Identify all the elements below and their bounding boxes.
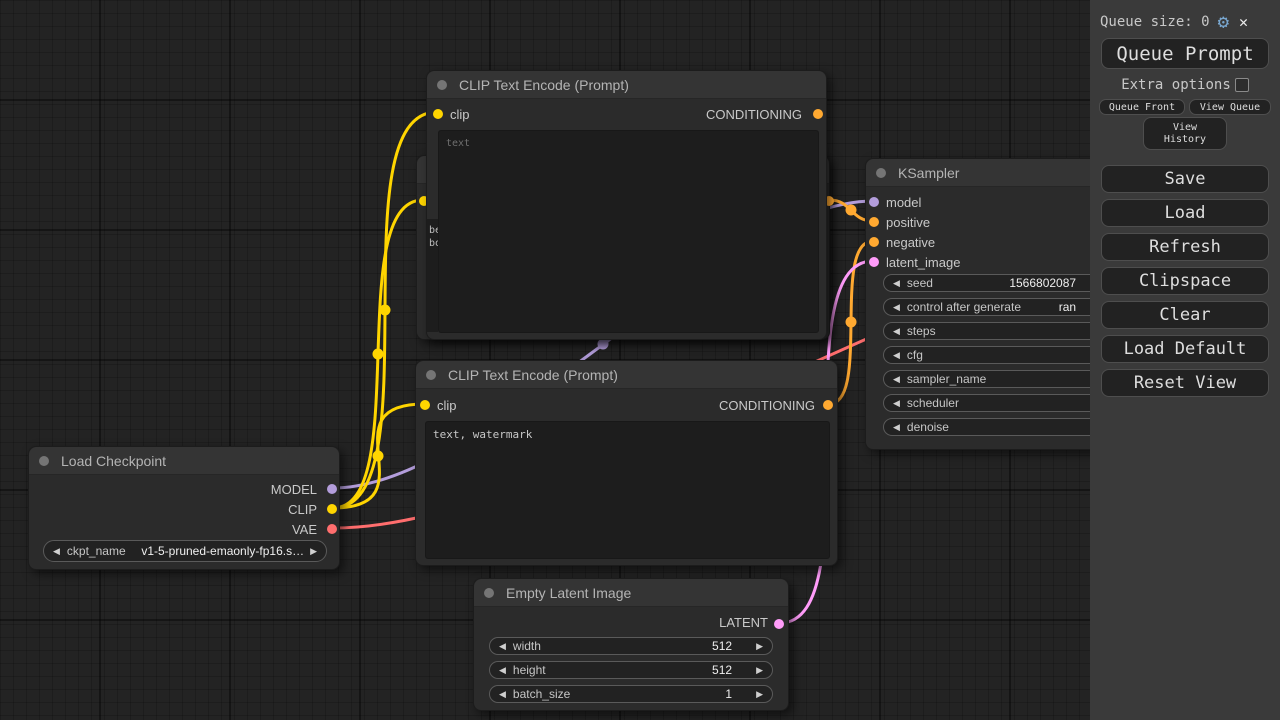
decrement-arrow-icon[interactable]: ◀ bbox=[499, 640, 506, 651]
node-empty-latent-image[interactable]: Empty Latent Image LATENT ◀ width 512 ▶ … bbox=[473, 578, 789, 711]
decrement-arrow-icon[interactable]: ◀ bbox=[893, 277, 900, 288]
decrement-arrow-icon[interactable]: ◀ bbox=[893, 421, 900, 432]
output-port-model[interactable] bbox=[327, 484, 337, 494]
clear-button[interactable]: Clear bbox=[1101, 301, 1269, 329]
node-header: CLIP Text Encode (Prompt) bbox=[427, 71, 826, 99]
load-default-button[interactable]: Load Default bbox=[1101, 335, 1269, 363]
input-port-model[interactable] bbox=[869, 197, 879, 207]
queue-size-label: Queue size: 0 bbox=[1100, 14, 1210, 30]
node-clip-text-encode-positive[interactable]: CLIP Text Encode (Prompt) clip CONDITION… bbox=[426, 70, 827, 340]
input-port-positive[interactable] bbox=[869, 217, 879, 227]
input-label-clip: clip bbox=[450, 107, 470, 122]
hidden-prompt-textarea-strip[interactable]: be bo bbox=[427, 219, 438, 332]
node-title: KSampler bbox=[898, 164, 960, 181]
extra-options-label: Extra options bbox=[1121, 77, 1231, 93]
input-label-negative: negative bbox=[886, 235, 936, 250]
decrement-arrow-icon[interactable]: ◀ bbox=[893, 373, 900, 384]
node-title: Empty Latent Image bbox=[506, 584, 632, 601]
increment-arrow-icon[interactable]: ▶ bbox=[756, 640, 763, 651]
save-button[interactable]: Save bbox=[1101, 165, 1269, 193]
widget-height[interactable]: ◀ height 512 ▶ bbox=[489, 661, 773, 679]
close-icon[interactable]: ✕ bbox=[1239, 12, 1249, 31]
output-label-latent: LATENT bbox=[719, 615, 768, 630]
queue-prompt-button[interactable]: Queue Prompt bbox=[1101, 38, 1269, 69]
node-header: CLIP Text Encode (Prompt) bbox=[416, 361, 837, 389]
collapse-dot[interactable] bbox=[437, 79, 447, 90]
output-label-model: MODEL bbox=[270, 482, 317, 497]
prev-arrow-icon[interactable]: ◀ bbox=[53, 545, 60, 556]
view-queue-button[interactable]: View Queue bbox=[1189, 99, 1271, 115]
widget-ckpt-name[interactable]: ◀ ckpt_name v1-5-pruned-emaonly-fp16.s… … bbox=[43, 540, 327, 562]
node-title: Load Checkpoint bbox=[61, 452, 167, 469]
widget-batch-size[interactable]: ◀ batch_size 1 ▶ bbox=[489, 685, 773, 703]
output-label-clip: CLIP bbox=[288, 502, 317, 517]
extra-options-checkbox[interactable] bbox=[1234, 78, 1249, 92]
input-port-negative[interactable] bbox=[869, 237, 879, 247]
decrement-arrow-icon[interactable]: ◀ bbox=[499, 688, 506, 699]
refresh-button[interactable]: Refresh bbox=[1101, 233, 1269, 261]
input-port-clip[interactable] bbox=[420, 400, 430, 410]
next-arrow-icon[interactable]: ▶ bbox=[310, 545, 317, 556]
node-load-checkpoint[interactable]: Load Checkpoint MODEL CLIP VAE ◀ ckpt_na… bbox=[28, 446, 340, 570]
collapse-dot[interactable] bbox=[484, 587, 494, 598]
menu-sidebar: Queue size: 0 ⚙ ✕ Queue Prompt Extra opt… bbox=[1090, 0, 1280, 720]
node-header: Load Checkpoint bbox=[29, 447, 339, 475]
output-label-conditioning: CONDITIONING bbox=[718, 398, 815, 413]
output-port-vae[interactable] bbox=[327, 524, 337, 534]
decrement-arrow-icon[interactable]: ◀ bbox=[893, 301, 900, 312]
input-label-positive: positive bbox=[886, 215, 931, 230]
queue-front-button[interactable]: Queue Front bbox=[1099, 99, 1185, 115]
node-header: Empty Latent Image bbox=[474, 579, 788, 607]
collapse-dot[interactable] bbox=[876, 167, 886, 178]
output-port-conditioning[interactable] bbox=[813, 109, 823, 119]
node-title: CLIP Text Encode (Prompt) bbox=[448, 366, 618, 383]
decrement-arrow-icon[interactable]: ◀ bbox=[893, 397, 900, 408]
input-label-latent-image: latent_image bbox=[886, 255, 961, 270]
input-port-clip[interactable] bbox=[433, 109, 443, 119]
widget-width[interactable]: ◀ width 512 ▶ bbox=[489, 637, 773, 655]
output-port-clip[interactable] bbox=[327, 504, 337, 514]
node-clip-text-encode-negative[interactable]: CLIP Text Encode (Prompt) clip CONDITION… bbox=[415, 360, 838, 566]
collapse-dot[interactable] bbox=[39, 455, 49, 466]
settings-gear-icon[interactable]: ⚙ bbox=[1217, 10, 1230, 33]
decrement-arrow-icon[interactable]: ◀ bbox=[893, 349, 900, 360]
load-button[interactable]: Load bbox=[1101, 199, 1269, 227]
prompt-textarea[interactable]: text, watermark bbox=[425, 421, 830, 559]
output-label-vae: VAE bbox=[291, 522, 317, 537]
node-title: CLIP Text Encode (Prompt) bbox=[459, 76, 629, 93]
clipspace-button[interactable]: Clipspace bbox=[1101, 267, 1269, 295]
increment-arrow-icon[interactable]: ▶ bbox=[756, 688, 763, 699]
output-label-conditioning: CONDITIONING bbox=[705, 107, 802, 122]
input-label-model: model bbox=[886, 195, 922, 210]
view-history-button[interactable]: View History bbox=[1143, 117, 1227, 150]
increment-arrow-icon[interactable]: ▶ bbox=[756, 664, 763, 675]
prompt-textarea[interactable]: text bbox=[438, 130, 819, 333]
decrement-arrow-icon[interactable]: ◀ bbox=[499, 664, 506, 675]
decrement-arrow-icon[interactable]: ◀ bbox=[893, 325, 900, 336]
output-port-latent[interactable] bbox=[774, 619, 784, 629]
output-port-conditioning[interactable] bbox=[823, 400, 833, 410]
input-port-latent-image[interactable] bbox=[869, 257, 879, 267]
collapse-dot[interactable] bbox=[426, 369, 436, 380]
reset-view-button[interactable]: Reset View bbox=[1101, 369, 1269, 397]
input-label-clip: clip bbox=[437, 398, 457, 413]
